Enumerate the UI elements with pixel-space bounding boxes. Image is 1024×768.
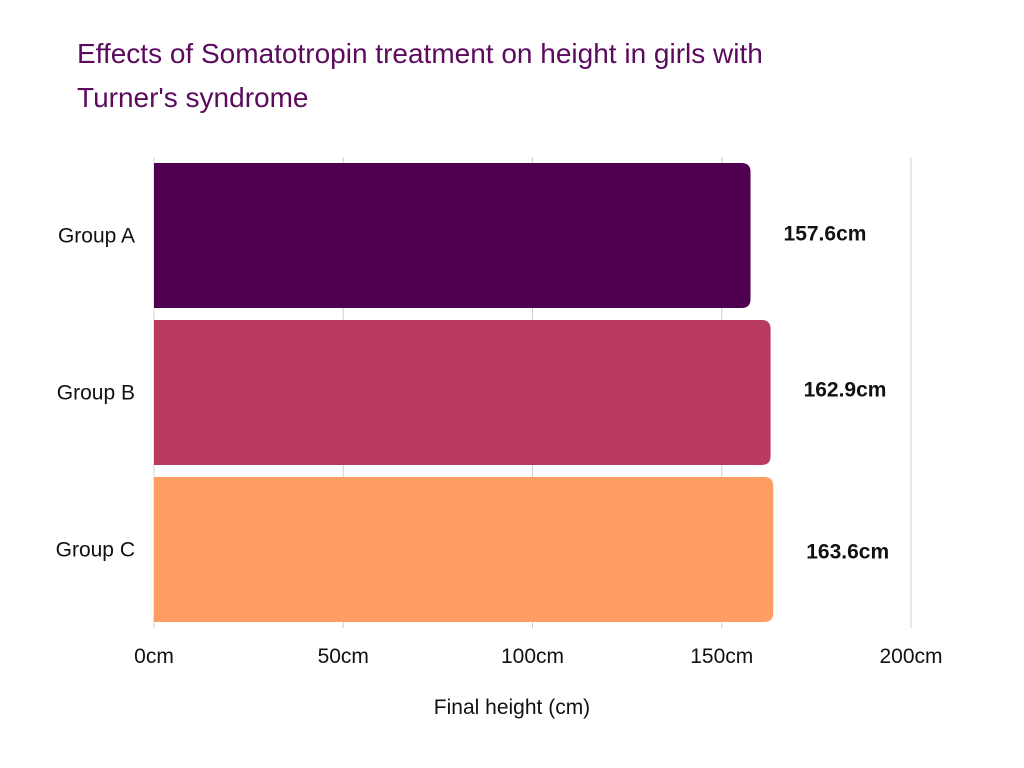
value-label: 157.6cm xyxy=(784,223,867,246)
x-tick-label: 100cm xyxy=(501,645,564,668)
bars xyxy=(154,163,774,622)
category-label: Group B xyxy=(57,382,135,405)
x-tick-label: 0cm xyxy=(134,645,174,668)
x-axis-title: Final height (cm) xyxy=(434,696,590,719)
x-tick-label: 200cm xyxy=(879,645,942,668)
x-tick-label: 50cm xyxy=(318,645,369,668)
bar-group-c xyxy=(154,477,774,622)
x-tick-label: 150cm xyxy=(690,645,753,668)
labels: 0cm 50cm 100cm 150cm 200cm Group A 157.6cm Grou… xyxy=(56,223,943,669)
bar-group-a xyxy=(154,163,751,308)
bar-group-b xyxy=(154,320,771,465)
category-label: Group A xyxy=(58,225,135,248)
chart-title: Effects of Somatotropin treatment on hei… xyxy=(77,38,763,113)
value-label: 163.6cm xyxy=(806,541,889,564)
value-label: 162.9cm xyxy=(804,379,887,402)
category-label: Group C xyxy=(56,539,135,562)
